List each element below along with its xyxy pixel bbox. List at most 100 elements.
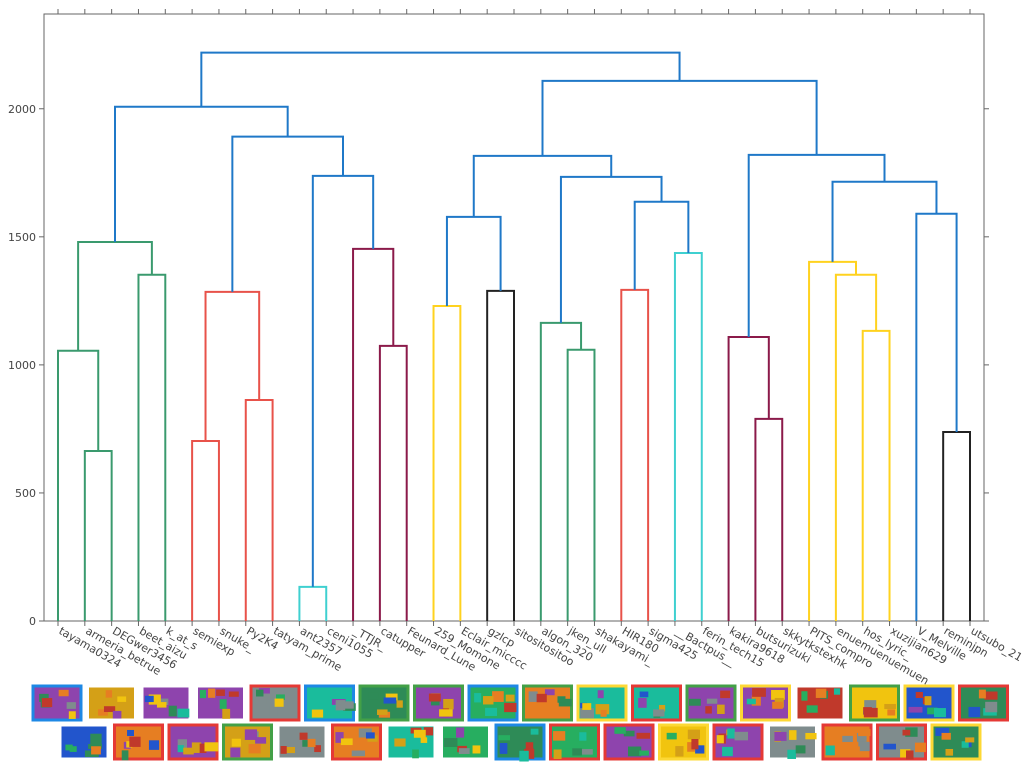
thumbnail-patch	[689, 699, 701, 706]
link	[380, 346, 407, 621]
y-tick-label: 0	[29, 615, 36, 628]
thumbnail-patch	[506, 695, 515, 702]
link	[561, 177, 662, 323]
link	[541, 323, 581, 621]
thumbnail-patch	[117, 696, 126, 701]
thumbnail-patch	[474, 693, 481, 702]
thumbnail-patch	[177, 709, 189, 718]
thumbnail-patch	[557, 696, 565, 702]
link	[299, 587, 326, 621]
thumbnail-patch	[229, 691, 239, 696]
link	[232, 137, 343, 292]
thumbnail-patch	[727, 728, 734, 738]
thumbnail-patch	[796, 745, 806, 753]
thumbnail-patch	[312, 710, 323, 718]
thumbnail-patch	[789, 730, 796, 740]
thumbnail-patch	[717, 735, 724, 743]
link	[729, 337, 769, 621]
link	[833, 182, 937, 262]
thumbnail-patch	[67, 702, 76, 709]
thumbnail-patch	[717, 705, 725, 714]
thumbnail-patch	[500, 743, 508, 754]
link	[447, 217, 501, 306]
thumbnail-patch	[579, 732, 586, 740]
thumbnail-patch	[91, 746, 101, 754]
thumbnail	[278, 725, 326, 759]
thumbnail-patch	[529, 691, 538, 702]
thumbnail-patch	[903, 730, 911, 736]
thumbnail-patch	[394, 738, 405, 746]
thumbnail-patch	[805, 733, 816, 739]
thumbnail-patch	[414, 730, 426, 738]
thumbnail-patch	[106, 690, 112, 697]
thumbnail-patch	[916, 692, 923, 698]
thumbnail-patch	[183, 748, 194, 755]
thumbnail-patch	[222, 709, 230, 719]
thumbnail-patch	[473, 745, 481, 753]
link	[863, 331, 890, 621]
thumbnail-patch	[735, 732, 748, 741]
thumbnail-patch	[946, 749, 954, 756]
thumbnail-patch	[653, 709, 664, 716]
link	[755, 419, 782, 621]
link	[201, 53, 679, 107]
thumbnail-patch	[834, 688, 840, 694]
link	[943, 432, 970, 621]
thumbnail-patch	[149, 740, 159, 750]
thumbnail-patch	[519, 751, 528, 762]
thumbnail-patch	[157, 702, 167, 708]
thumbnail-patch	[787, 750, 796, 759]
thumbnail-patch	[257, 699, 266, 704]
thumbnail-patch	[984, 692, 997, 700]
thumbnail-patch	[816, 689, 827, 698]
thumbnail-patch	[691, 739, 698, 749]
link	[675, 253, 702, 621]
thumbnail-patch	[208, 689, 215, 698]
thumbnail-patch	[485, 708, 497, 716]
thumbnail-patch	[705, 706, 712, 713]
thumbnail-patch	[598, 690, 604, 698]
thumbnail-patch	[747, 699, 756, 705]
thumbnail-patch	[504, 703, 516, 712]
thumbnail-patch	[439, 709, 453, 716]
thumbnail-patch	[688, 730, 700, 740]
thumbnail-patch	[858, 729, 870, 736]
link	[246, 400, 273, 621]
link	[916, 214, 956, 621]
thumbnail-patch	[909, 707, 923, 713]
thumbnail-patch	[341, 738, 353, 745]
thumbnail-patch	[69, 711, 76, 719]
thumbnail-patch	[906, 750, 914, 759]
thumbnail-patch	[864, 708, 878, 718]
thumbnail-patch	[178, 745, 184, 752]
thumbnail-patch	[801, 691, 807, 700]
thumbnail-patch	[230, 748, 240, 758]
thumbnail-patch	[722, 747, 733, 756]
link	[543, 81, 817, 156]
link	[85, 451, 112, 621]
link	[192, 441, 219, 621]
thumbnail-patch	[774, 732, 786, 741]
thumbnail-patch	[537, 694, 547, 702]
link	[115, 107, 288, 242]
thumbnail-patch	[113, 711, 122, 719]
link	[836, 275, 876, 621]
link	[313, 176, 373, 587]
thumbnail-patch	[639, 751, 649, 756]
thumbnail-patch	[429, 694, 441, 702]
thumbnail-patch	[421, 737, 428, 743]
link	[635, 202, 689, 290]
thumbnail-patch	[200, 690, 206, 698]
link	[58, 351, 98, 621]
thumbnail-patch	[531, 729, 539, 735]
thumbnail-patch	[249, 744, 261, 753]
thumbnail-patch	[42, 698, 52, 707]
thumbnail-patch	[397, 700, 403, 707]
thumbnail-patch	[860, 742, 870, 751]
thumbnail-patch	[968, 707, 980, 717]
thumbnail-patch	[169, 706, 177, 717]
y-tick-label: 2000	[8, 103, 36, 116]
thumbnail-patch	[255, 737, 266, 744]
thumbnail-patch	[90, 734, 101, 745]
thumbnail-patch	[456, 727, 464, 737]
